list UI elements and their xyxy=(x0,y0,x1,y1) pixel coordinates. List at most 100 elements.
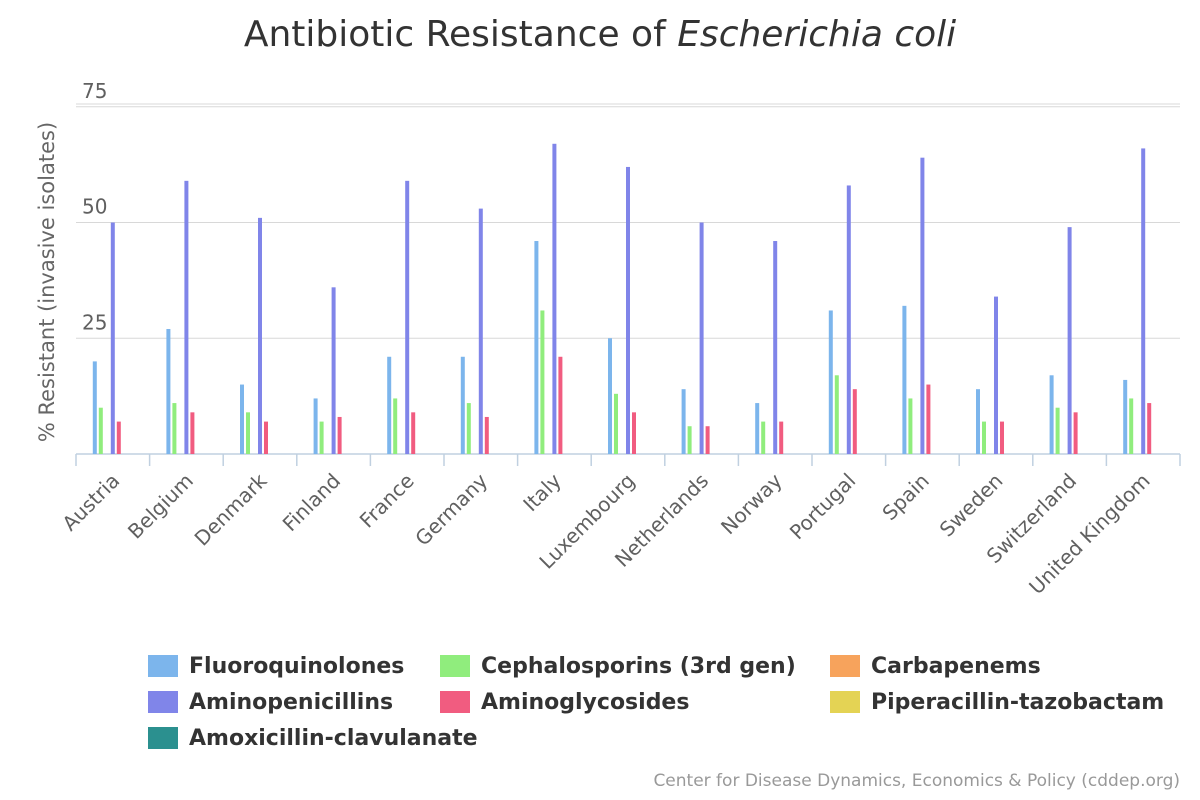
legend-item[interactable]: Aminoglycosides xyxy=(440,688,689,716)
bar-2[interactable] xyxy=(466,403,471,454)
legend-swatch xyxy=(440,691,470,713)
legend-label: Carbapenems xyxy=(871,653,1041,679)
bar-4[interactable] xyxy=(1141,148,1146,455)
bar-4[interactable] xyxy=(184,180,189,454)
bar-5[interactable] xyxy=(190,412,195,454)
bar-2[interactable] xyxy=(98,407,103,454)
x-tick-label: Sweden xyxy=(935,469,1008,542)
bar-2[interactable] xyxy=(614,393,618,454)
bar-5[interactable] xyxy=(116,421,121,454)
legend-swatch xyxy=(148,691,178,713)
x-tick-label: France xyxy=(355,469,419,533)
bar-4[interactable] xyxy=(258,217,262,454)
bar-4[interactable] xyxy=(1067,227,1072,454)
bar-5[interactable] xyxy=(558,356,563,454)
bar-4[interactable] xyxy=(405,180,410,454)
chart-title-organism: Escherichia coli xyxy=(677,14,957,55)
bar-2[interactable] xyxy=(540,310,545,454)
bar-2[interactable] xyxy=(834,375,839,454)
bar-5[interactable] xyxy=(1073,412,1078,454)
bar-2[interactable] xyxy=(687,426,692,454)
x-tick-label: Belgium xyxy=(123,469,198,544)
bar-1[interactable] xyxy=(534,241,539,454)
bar-5[interactable] xyxy=(1000,421,1004,454)
bar-2[interactable] xyxy=(1055,407,1060,454)
chart-credits[interactable]: Center for Disease Dynamics, Economics &… xyxy=(653,771,1180,791)
x-tick-label: Norway xyxy=(716,468,787,539)
bar-1[interactable] xyxy=(387,356,392,454)
bar-2[interactable] xyxy=(908,398,913,454)
bar-1[interactable] xyxy=(608,338,612,454)
bar-4[interactable] xyxy=(994,296,998,454)
x-tick-label: Portugal xyxy=(785,469,861,545)
bar-1[interactable] xyxy=(755,403,760,454)
bar-4[interactable] xyxy=(699,222,704,455)
bar-2[interactable] xyxy=(246,412,250,454)
bar-4[interactable] xyxy=(331,287,336,454)
legend-label: Cephalosporins (3rd gen) xyxy=(481,653,796,679)
y-axis-title: % Resistant (invasive isolates) xyxy=(35,122,59,442)
legend-label: Aminoglycosides xyxy=(481,689,690,715)
bar-5[interactable] xyxy=(1147,403,1152,454)
legend-label: Aminopenicillins xyxy=(189,689,394,715)
bar-4[interactable] xyxy=(110,222,115,455)
x-tick-label: Italy xyxy=(518,468,566,516)
legend-item[interactable]: Piperacillin-tazobactam xyxy=(830,688,1164,716)
legend-item[interactable]: Aminopenicillins xyxy=(148,688,393,716)
x-tick-label: Austria xyxy=(57,469,124,536)
bar-1[interactable] xyxy=(828,310,833,454)
legend-item[interactable]: Carbapenems xyxy=(830,652,1041,680)
legend-swatch xyxy=(830,691,860,713)
legend-swatch xyxy=(830,655,860,677)
legend-swatch xyxy=(148,727,178,749)
bar-4[interactable] xyxy=(552,143,557,455)
bar-4[interactable] xyxy=(478,208,483,454)
legend-label: Amoxicillin-clavulanate xyxy=(189,725,478,751)
bar-4[interactable] xyxy=(846,185,851,454)
x-tick-label: Spain xyxy=(877,469,933,525)
bar-1[interactable] xyxy=(976,389,980,454)
y-tick-label: 50 xyxy=(82,195,107,219)
bar-1[interactable] xyxy=(1049,375,1054,454)
bar-1[interactable] xyxy=(1123,379,1128,454)
bar-1[interactable] xyxy=(166,328,171,454)
chart-title: Antibiotic Resistance of Escherichia col… xyxy=(0,12,1200,58)
bar-5[interactable] xyxy=(632,412,636,454)
bar-5[interactable] xyxy=(779,421,784,454)
legend-item[interactable]: Amoxicillin-clavulanate xyxy=(148,724,478,752)
legend-item[interactable]: Fluoroquinolones xyxy=(148,652,404,680)
bar-1[interactable] xyxy=(92,361,97,454)
bar-2[interactable] xyxy=(393,398,398,454)
y-tick-label: 25 xyxy=(82,310,107,334)
y-tick-label: 75 xyxy=(82,79,107,103)
bar-2[interactable] xyxy=(172,403,177,454)
bar-5[interactable] xyxy=(852,389,857,454)
bar-5[interactable] xyxy=(484,416,489,454)
bar-2[interactable] xyxy=(1129,398,1134,454)
bar-1[interactable] xyxy=(240,384,244,454)
legend-item[interactable]: Cephalosporins (3rd gen) xyxy=(440,652,796,680)
x-tick-label: Germany xyxy=(410,468,492,550)
bar-1[interactable] xyxy=(460,356,465,454)
bar-5[interactable] xyxy=(337,416,342,454)
bar-4[interactable] xyxy=(773,241,778,454)
bar-2[interactable] xyxy=(982,421,986,454)
legend-swatch xyxy=(440,655,470,677)
bar-2[interactable] xyxy=(319,421,324,454)
bar-1[interactable] xyxy=(313,398,318,454)
bar-2[interactable] xyxy=(761,421,766,454)
bar-4[interactable] xyxy=(920,157,925,454)
legend-label: Fluoroquinolones xyxy=(189,653,405,679)
chart-title-prefix: Antibiotic Resistance of xyxy=(243,14,678,55)
legend-label: Piperacillin-tazobactam xyxy=(871,689,1165,715)
x-tick-label: Denmark xyxy=(190,468,272,550)
bar-5[interactable] xyxy=(705,426,710,454)
bar-4[interactable] xyxy=(626,166,630,454)
x-tick-label: Finland xyxy=(278,469,346,537)
bar-1[interactable] xyxy=(681,389,686,454)
bar-5[interactable] xyxy=(264,421,268,454)
bar-5[interactable] xyxy=(926,384,931,454)
bar-1[interactable] xyxy=(902,305,907,454)
bar-5[interactable] xyxy=(411,412,416,454)
